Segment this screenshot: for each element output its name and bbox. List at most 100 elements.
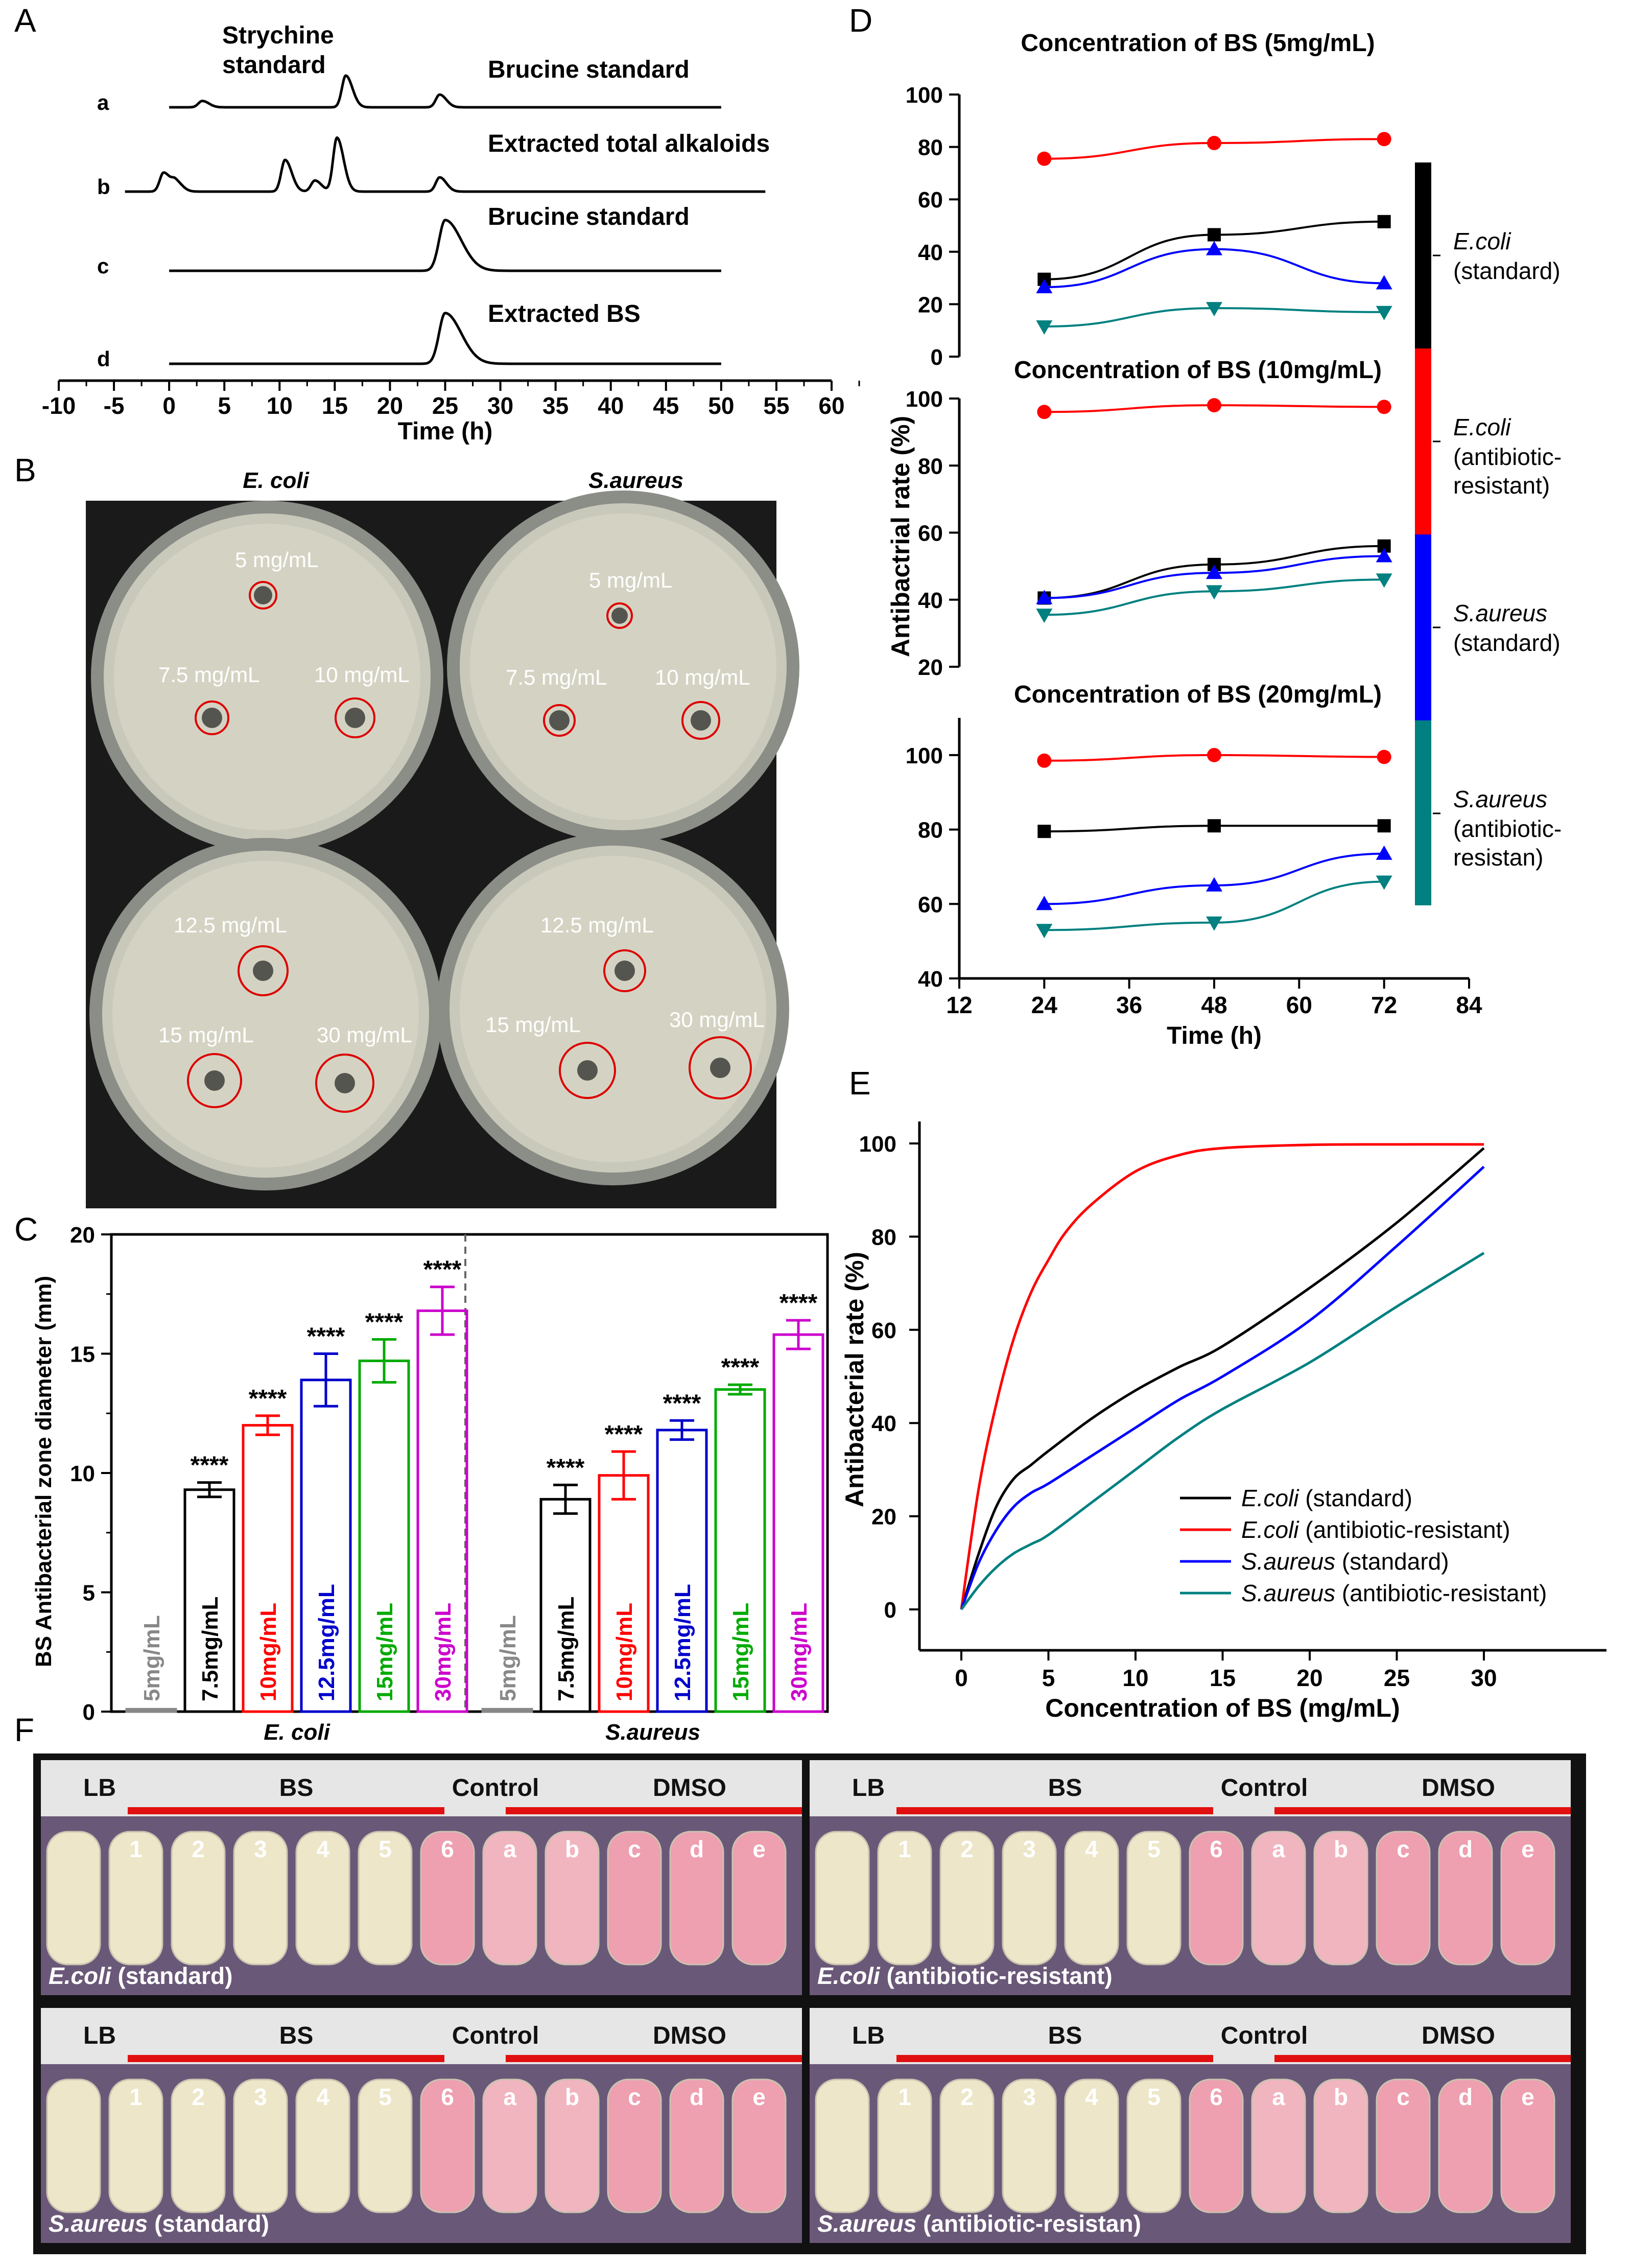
tube-number: 2	[960, 2084, 974, 2110]
petri-dish-inner	[460, 856, 766, 1162]
tube-number: 4	[316, 1836, 329, 1862]
tube-group-label: Control	[452, 1774, 539, 1802]
culture-tube	[1064, 2078, 1119, 2213]
bs-group-bar	[896, 2055, 1213, 2062]
x-tick-label: 25	[1384, 1665, 1410, 1691]
legend-species: E.coli	[1241, 1485, 1299, 1511]
x-tick-label: -5	[104, 392, 125, 419]
well-concentration-label: 5 mg/mL	[589, 568, 672, 592]
inhibition-zone-ring	[249, 581, 277, 610]
significance-stars: ****	[249, 1385, 287, 1412]
inhibition-zone-ring	[335, 697, 375, 738]
dose-response-curve	[960, 1147, 1485, 1610]
culture-tube	[607, 2078, 662, 2213]
significance-stars: ****	[721, 1354, 760, 1381]
x-tick-label: 60	[1286, 992, 1312, 1018]
tube-number: d	[690, 2084, 704, 2110]
y-tick-label: 5	[83, 1581, 95, 1606]
dose-response-curve	[960, 1165, 1485, 1610]
tube-number: c	[628, 2084, 641, 2110]
tube-number: e	[1521, 2084, 1534, 2110]
y-tick-label: 100	[859, 1132, 896, 1157]
culture-tube	[295, 2078, 350, 2213]
x-tick-label: 30	[1471, 1665, 1497, 1691]
trace-annotation: Extracted total alkaloids	[488, 130, 770, 157]
subplot-title: Concentration of BS (5mg/mL)	[1021, 30, 1375, 57]
tube-number: 4	[316, 2084, 329, 2110]
legend-label: E.coli (standard)	[1241, 1485, 1412, 1511]
tube-number: 1	[898, 1836, 911, 1862]
y-tick-label: 10	[70, 1461, 95, 1486]
bar-category-label: 30mg/mL	[431, 1603, 456, 1701]
x-tick-label: 5	[1042, 1665, 1055, 1691]
tube-number: 2	[192, 1836, 205, 1862]
y-axis-label: Antibactrial rate (%)	[886, 416, 915, 657]
chromatogram-trace-d	[169, 312, 721, 365]
tube-group-label: LB	[83, 1774, 116, 1802]
tube-number: e	[752, 1836, 766, 1862]
y-tick-label: 40	[918, 967, 943, 992]
culture-tube	[46, 2078, 101, 2213]
data-point	[1208, 228, 1221, 242]
culture-tube	[1313, 2078, 1368, 2213]
agar-well	[549, 710, 570, 731]
tube-number: a	[503, 2084, 516, 2110]
legend-species: E.coli	[1453, 228, 1511, 254]
y-tick-label: 100	[906, 743, 943, 768]
well-concentration-label: 30 mg/mL	[669, 1008, 765, 1032]
tube-number: 1	[898, 2084, 911, 2110]
legend-note: (antibiotic-	[1453, 443, 1562, 470]
agar-well	[345, 708, 365, 728]
data-point	[1036, 320, 1053, 335]
x-tick-label: 36	[1116, 992, 1142, 1018]
y-tick-label: 80	[871, 1225, 896, 1250]
bar-category-label: 30mg/mL	[787, 1603, 812, 1701]
data-point	[1036, 896, 1053, 910]
trace-letter-a: a	[97, 90, 109, 114]
tube-number: e	[752, 2084, 766, 2110]
legend-species: S.aureus	[1453, 600, 1547, 626]
cell-header-band	[41, 1760, 802, 1816]
x-axis-label: Concentration of BS (mg/mL)	[1045, 1694, 1400, 1722]
bar-category-label: 12.5mg/mL	[670, 1584, 695, 1701]
data-point	[1376, 275, 1392, 290]
legend-note: (standard)	[1453, 629, 1561, 656]
petri-dish-inner	[114, 524, 420, 830]
culture-tube	[731, 1831, 787, 1966]
x-tick-label: 20	[1296, 1665, 1322, 1691]
significance-stars: ****	[365, 1308, 404, 1336]
agar-well	[204, 1070, 225, 1091]
plate-title: S.aureus	[588, 468, 683, 493]
bar-category-label: 7.5mg/mL	[198, 1597, 223, 1701]
data-point	[1207, 747, 1221, 762]
culture-tube	[815, 2078, 870, 2213]
data-point	[1037, 753, 1052, 768]
data-point	[1206, 585, 1222, 600]
y-tick-label: 0	[931, 345, 943, 370]
x-tick-label: 72	[1371, 992, 1397, 1018]
tube-number: 6	[441, 1836, 454, 1862]
bar-category-label: 5mg/mL	[495, 1615, 521, 1701]
x-tick-label: 10	[267, 392, 293, 419]
x-tick-label: 55	[763, 392, 789, 419]
well-concentration-label: 15 mg/mL	[158, 1023, 254, 1047]
caption-note: (standard)	[111, 1962, 233, 1989]
cell-header-band	[41, 2008, 802, 2064]
trace-annotation: Brucine standard	[488, 56, 690, 83]
data-point	[1376, 845, 1392, 860]
data-point	[1206, 916, 1222, 931]
bar-category-label: 15mg/mL	[728, 1603, 753, 1701]
y-tick-label: 60	[918, 892, 943, 917]
trace-annotation: Strychine	[222, 22, 334, 49]
significance-stars: ****	[605, 1421, 643, 1448]
culture-tube	[233, 2078, 288, 2213]
subplot-title: Concentration of BS (10mg/mL)	[1014, 357, 1382, 384]
culture-tube	[1500, 2078, 1555, 2213]
x-tick-label: 24	[1031, 992, 1058, 1018]
inhibition-zone-ring	[238, 945, 289, 996]
legend-color-block	[1415, 534, 1431, 720]
x-tick-label: 30	[487, 392, 513, 419]
data-point	[1036, 590, 1053, 604]
culture-tube	[171, 1831, 226, 1966]
tube-photo-cell: LB BS Control DMSO 1 2 3 4 5 6 a b c d e S.aureus (stan…	[41, 2008, 802, 2243]
